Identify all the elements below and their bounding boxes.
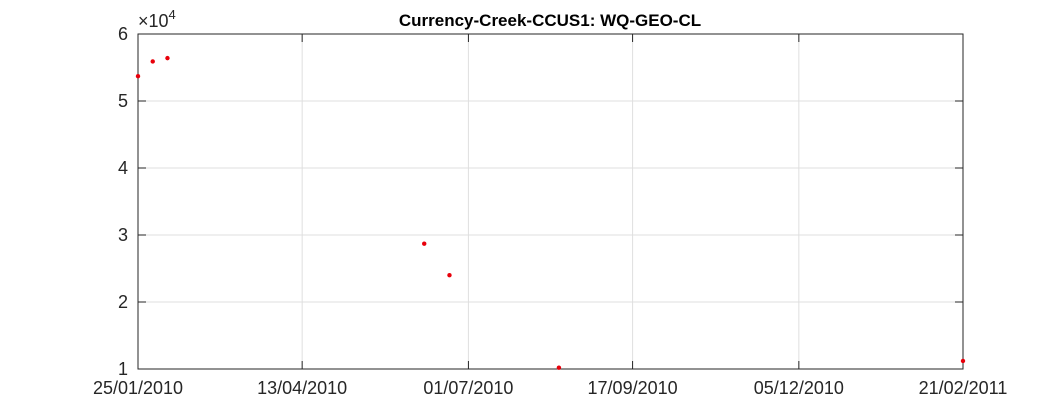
y-tick-label: 1 bbox=[118, 359, 128, 379]
data-point bbox=[135, 74, 141, 79]
data-point bbox=[556, 365, 562, 370]
x-tick-label: 01/07/2010 bbox=[423, 378, 513, 398]
x-tick-label: 05/12/2010 bbox=[754, 378, 844, 398]
y-tick-label: 5 bbox=[118, 91, 128, 111]
y-tick-label: 3 bbox=[118, 225, 128, 245]
data-point bbox=[165, 55, 170, 61]
x-tick-label: 13/04/2010 bbox=[257, 378, 347, 398]
x-tick-label: 21/02/2011 bbox=[919, 378, 1008, 398]
y-tick-label: 6 bbox=[118, 24, 128, 44]
y-tick-label: 2 bbox=[118, 292, 128, 312]
plot-area bbox=[138, 34, 963, 369]
tick-labels: 25/01/2010 13/04/2010 01/07/2010 17/09/2010… bbox=[93, 24, 1007, 398]
y-exponent-label: ×104 bbox=[138, 7, 176, 31]
y-tick-label: 4 bbox=[118, 158, 128, 178]
y-exponent-base: ×10 bbox=[138, 11, 169, 31]
data-point bbox=[960, 358, 966, 364]
data-point bbox=[150, 59, 155, 64]
ticks bbox=[137, 33, 964, 370]
data-point bbox=[447, 273, 452, 278]
plot-border bbox=[137, 33, 964, 370]
chart-title: Currency-Creek-CCUS1: WQ-GEO-CL bbox=[399, 11, 701, 30]
x-tick-label: 17/09/2010 bbox=[588, 378, 678, 398]
x-tick-label: 25/01/2010 bbox=[93, 378, 183, 398]
y-exponent-power: 4 bbox=[169, 7, 176, 22]
data-points bbox=[135, 55, 966, 370]
data-point bbox=[422, 241, 427, 246]
